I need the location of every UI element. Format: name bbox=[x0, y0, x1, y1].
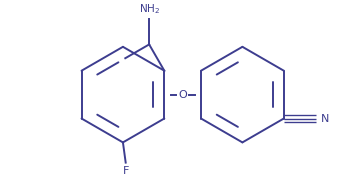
Text: NH$_2$: NH$_2$ bbox=[139, 2, 160, 16]
Text: N: N bbox=[320, 114, 329, 124]
Text: O: O bbox=[178, 90, 187, 100]
Text: F: F bbox=[122, 166, 129, 176]
